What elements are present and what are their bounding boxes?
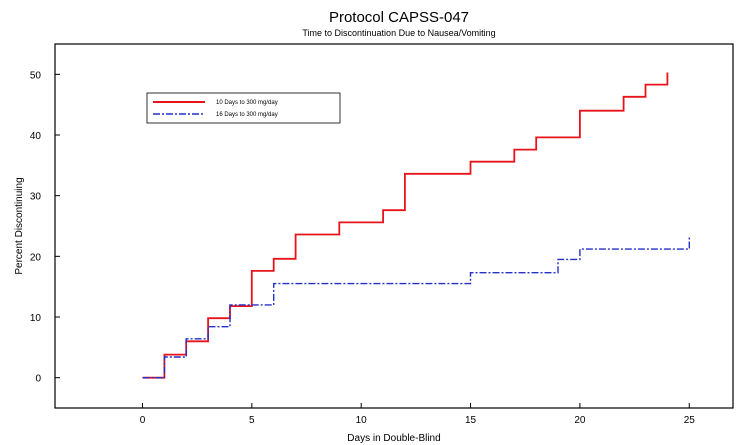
x-tick-label: 0 [140,415,146,426]
x-axis-label: Days in Double-Blind [347,433,440,444]
series-line-2 [142,236,690,379]
y-tick-label: 20 [30,252,42,263]
legend-label-1: 10 Days to 300 mg/day [216,100,278,106]
legend-label-2: 16 Days to 300 mg/day [216,112,278,118]
y-axis: 0 10 20 30 40 50 [30,70,60,385]
y-tick-label: 0 [35,374,41,385]
y-axis-label: Percent Discontinuing [14,177,25,274]
plot-frame [54,43,734,409]
x-tick-label: 10 [356,415,368,426]
y-tick-label: 40 [30,131,42,142]
x-tick-label: 25 [684,415,696,426]
y-tick-label: 10 [30,313,42,324]
x-tick-label: 15 [465,415,477,426]
legend: 10 Days to 300 mg/day 16 Days to 300 mg/… [146,92,341,124]
chart-subtitle: Time to Discontinuation Due to Nausea/Vo… [302,28,495,38]
x-tick-label: 5 [249,415,255,426]
x-tick-label: 20 [574,415,586,426]
x-axis: 0 5 10 15 20 25 [140,403,696,426]
series-line-1 [142,72,669,379]
chart-title: Protocol CAPSS-047 [329,9,469,26]
legend-box [146,92,341,124]
y-tick-label: 50 [30,70,42,81]
series-layer [142,72,690,379]
y-tick-label: 30 [30,192,42,203]
